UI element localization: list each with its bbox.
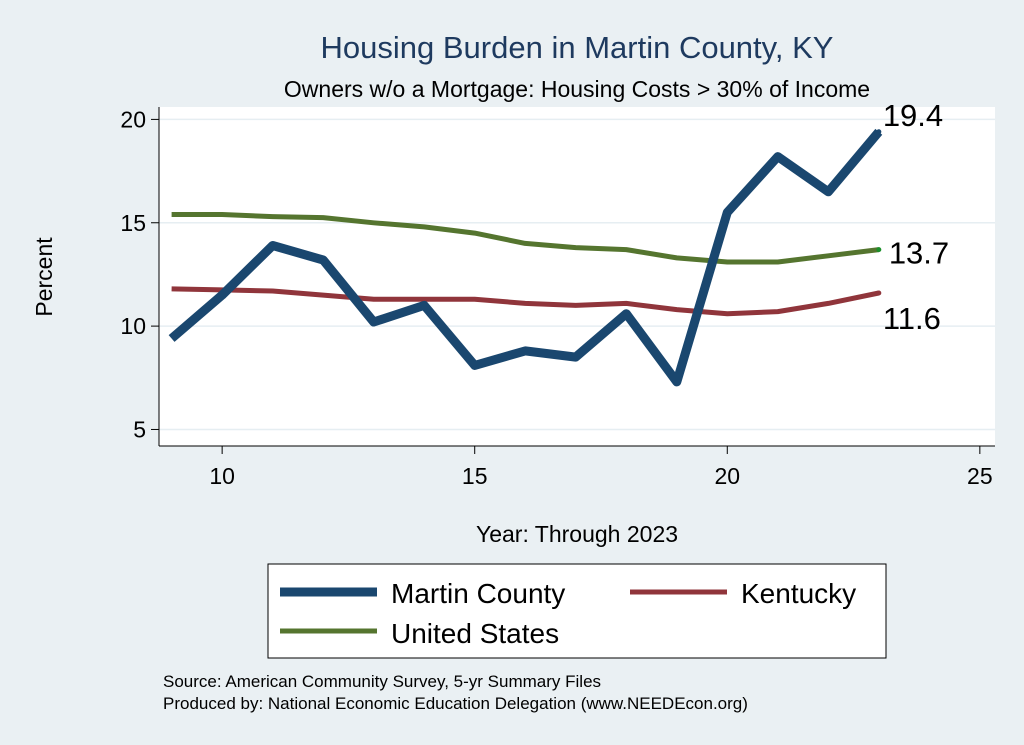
end-label-united-states: 13.7 xyxy=(889,236,949,271)
gridlines xyxy=(159,118,995,431)
source-note: Source: American Community Survey, 5-yr … xyxy=(163,672,601,691)
series-layer xyxy=(168,128,883,387)
series-line-united-states xyxy=(171,212,880,265)
y-tick-label-20: 20 xyxy=(120,106,146,132)
y-axis-label: Percent xyxy=(31,237,57,317)
end-label-kentucky: 11.6 xyxy=(883,301,941,336)
legend-label-kentucky: Kentucky xyxy=(741,578,856,609)
plot-area xyxy=(159,107,995,446)
end-labels: 19.4 11.6 13.7 xyxy=(876,98,949,336)
end-label-martin-county: 19.4 xyxy=(883,98,943,133)
y-tick-label-10: 10 xyxy=(120,313,146,339)
legend-label-martin-county: Martin County xyxy=(391,578,565,609)
chart-subtitle: Owners w/o a Mortgage: Housing Costs > 3… xyxy=(284,76,870,102)
series-line-kentucky xyxy=(171,286,880,317)
producer-note: Produced by: National Economic Education… xyxy=(163,694,748,713)
end-marker-kentucky xyxy=(876,290,882,296)
x-tick-label-10: 10 xyxy=(209,463,235,489)
end-marker-martin-county xyxy=(876,129,882,135)
legend-label-united-states: United States xyxy=(391,618,559,649)
series-line-martin-county xyxy=(168,128,883,387)
x-tick-label-20: 20 xyxy=(714,463,740,489)
y-tick-label-5: 5 xyxy=(133,416,146,442)
x-axis-ticks: 10 15 20 25 xyxy=(209,446,993,489)
legend-box xyxy=(267,563,887,659)
chart-title: Housing Burden in Martin County, KY xyxy=(321,30,834,65)
end-marker-united-states xyxy=(876,247,882,253)
y-tick-label-15: 15 xyxy=(120,210,146,236)
x-tick-label-25: 25 xyxy=(967,463,993,489)
y-axis-ticks: 5 10 15 20 xyxy=(120,106,159,442)
x-tick-label-15: 15 xyxy=(462,463,488,489)
x-axis-label: Year: Through 2023 xyxy=(476,521,678,547)
legend: Martin County Kentucky United States xyxy=(267,563,887,659)
